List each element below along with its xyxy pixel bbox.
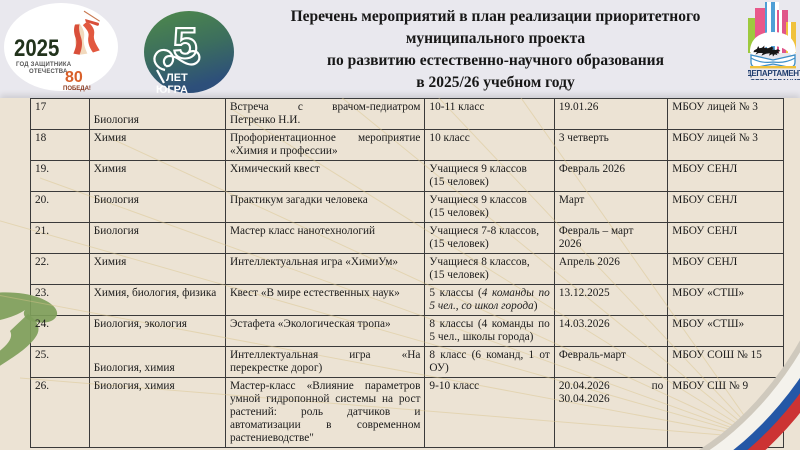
svg-text:ПОБЕДА!: ПОБЕДА! — [63, 86, 91, 92]
svg-text:ГОД ЗАЩИТНИКА: ГОД ЗАЩИТНИКА — [16, 62, 72, 68]
svg-text:ДЕПАРТАМЕНТ: ДЕПАРТАМЕНТ — [748, 69, 800, 78]
svg-text:ОБРАЗОВАНИЯ: ОБРАЗОВАНИЯ — [750, 79, 800, 80]
svg-text:ЮГРА: ЮГРА — [156, 84, 188, 94]
svg-text:80: 80 — [65, 69, 83, 86]
svg-text:5: 5 — [173, 19, 197, 68]
svg-text:2025: 2025 — [14, 34, 59, 61]
svg-text:ОТЕЧЕСТВА: ОТЕЧЕСТВА — [29, 69, 68, 75]
svg-text:ЛЕТ: ЛЕТ — [166, 72, 188, 84]
